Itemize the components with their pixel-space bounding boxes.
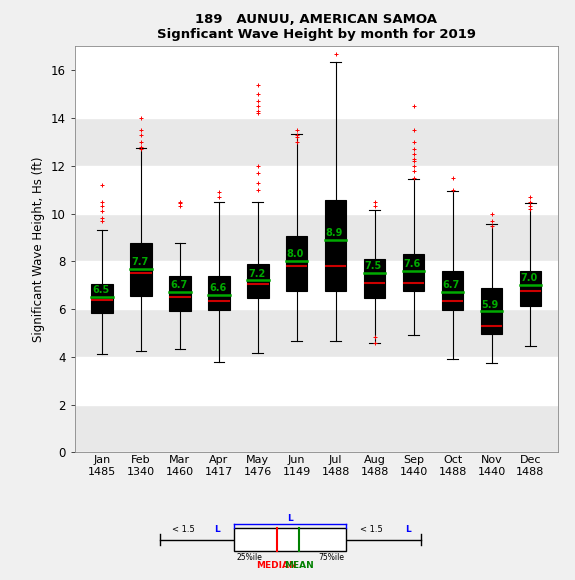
Title: 189   AUNUU, AMERICAN SAMOA
Signficant Wave Height by month for 2019: 189 AUNUU, AMERICAN SAMOA Signficant Wav…: [157, 13, 476, 41]
PathPatch shape: [520, 271, 541, 306]
Bar: [235, 528, 347, 551]
Text: L: L: [405, 525, 411, 534]
Text: 7.7: 7.7: [131, 256, 148, 267]
Bar: [75, 405, 558, 452]
Text: 8.9: 8.9: [326, 228, 343, 238]
Text: 5.9: 5.9: [482, 300, 499, 310]
PathPatch shape: [325, 201, 347, 291]
PathPatch shape: [131, 244, 152, 296]
Text: 8.0: 8.0: [287, 249, 304, 259]
Text: L: L: [214, 525, 220, 534]
PathPatch shape: [247, 264, 269, 298]
Text: 6.5: 6.5: [92, 285, 109, 295]
PathPatch shape: [364, 259, 385, 298]
Bar: [75, 309, 558, 357]
Text: MEAN: MEAN: [285, 561, 314, 570]
Text: 6.7: 6.7: [170, 281, 187, 291]
Text: 7.6: 7.6: [404, 259, 421, 269]
Text: 6.6: 6.6: [209, 283, 226, 293]
Text: 75%ile: 75%ile: [319, 553, 344, 562]
Text: MEDIAN: MEDIAN: [256, 561, 297, 570]
Bar: [75, 213, 558, 262]
PathPatch shape: [286, 236, 308, 291]
Text: L: L: [288, 514, 293, 523]
Text: 7.0: 7.0: [520, 273, 538, 283]
Text: 25%ile: 25%ile: [236, 553, 262, 562]
PathPatch shape: [481, 288, 502, 334]
PathPatch shape: [442, 271, 463, 310]
PathPatch shape: [169, 276, 191, 311]
Text: < 1.5: < 1.5: [360, 525, 385, 534]
Text: 6.7: 6.7: [443, 281, 460, 291]
PathPatch shape: [91, 284, 113, 313]
Text: < 1.5: < 1.5: [171, 525, 197, 534]
Text: 7.5: 7.5: [365, 262, 382, 271]
Y-axis label: Significant Wave Height, Hs (ft): Significant Wave Height, Hs (ft): [32, 157, 45, 342]
PathPatch shape: [403, 254, 424, 291]
PathPatch shape: [208, 276, 229, 310]
Text: 7.2: 7.2: [248, 269, 265, 278]
Bar: [75, 118, 558, 166]
